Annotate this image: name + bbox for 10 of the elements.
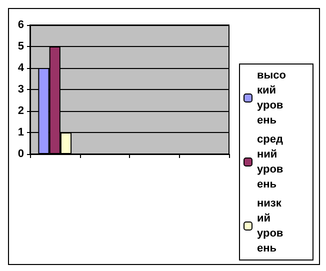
legend-label: средний уровень: [257, 134, 284, 190]
legend-label: высокий уровень: [257, 70, 286, 126]
legend-label: низкий уровень: [257, 198, 284, 254]
y-tick-label: 5: [18, 40, 24, 52]
y-tick-label: 6: [18, 19, 24, 31]
y-tick-label: 4: [18, 62, 25, 74]
y-tick-label: 1: [18, 126, 24, 138]
y-tick-label: 3: [18, 84, 24, 96]
y-tick-label: 0: [18, 148, 24, 160]
y-tick-label: 2: [18, 105, 24, 117]
